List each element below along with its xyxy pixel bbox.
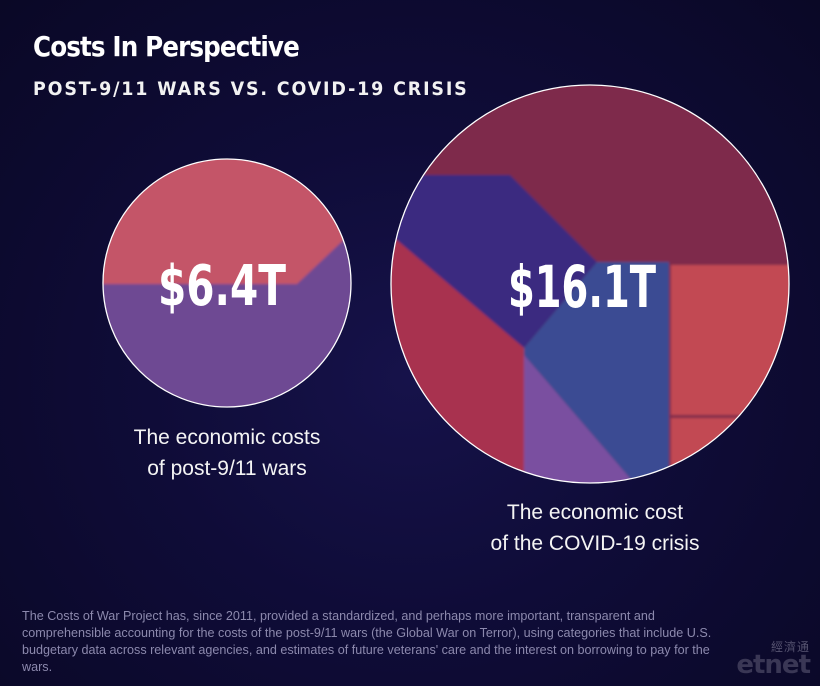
covid-segment-coral-top: [671, 265, 789, 415]
bubble-wars: $6.4T: [102, 158, 352, 408]
covid-caption-line-1: The economic cost: [506, 501, 684, 524]
etnet-watermark-logo: 經濟通 etnet: [730, 638, 816, 684]
covid-bubble-outline: [390, 84, 790, 484]
watermark-latin: etnet: [736, 650, 811, 680]
chart-title: Costs In Perspective: [33, 30, 300, 63]
wars-value-label: $6.4T: [158, 254, 286, 319]
covid-segment-purple: [391, 175, 597, 348]
covid-segment-violet: [524, 355, 640, 483]
footnote: The Costs of War Project has, since 2011…: [22, 609, 712, 674]
covid-caption: The economic cost of the COVID-19 crisis: [430, 497, 760, 559]
covid-segment-coral-bottom: [671, 418, 789, 483]
covid-caption-line-2: of the COVID-19 crisis: [490, 532, 700, 555]
bubble-covid: $16.1T: [390, 84, 790, 484]
chart-subtitle: POST-9/11 WARS VS. COVID-19 CRISIS: [33, 78, 469, 100]
wars-segment-bottom: [103, 232, 351, 407]
wars-bubble-outline: [102, 158, 352, 408]
watermark-chinese: 經濟通: [770, 640, 810, 654]
wars-caption-line-2: of post-9/11 wars: [147, 457, 307, 480]
wars-caption-line-1: The economic costs: [133, 426, 321, 449]
covid-value-label: $16.1T: [508, 253, 656, 321]
wars-caption: The economic costs of post-9/11 wars: [96, 422, 358, 484]
covid-segment-blue: [524, 262, 669, 483]
